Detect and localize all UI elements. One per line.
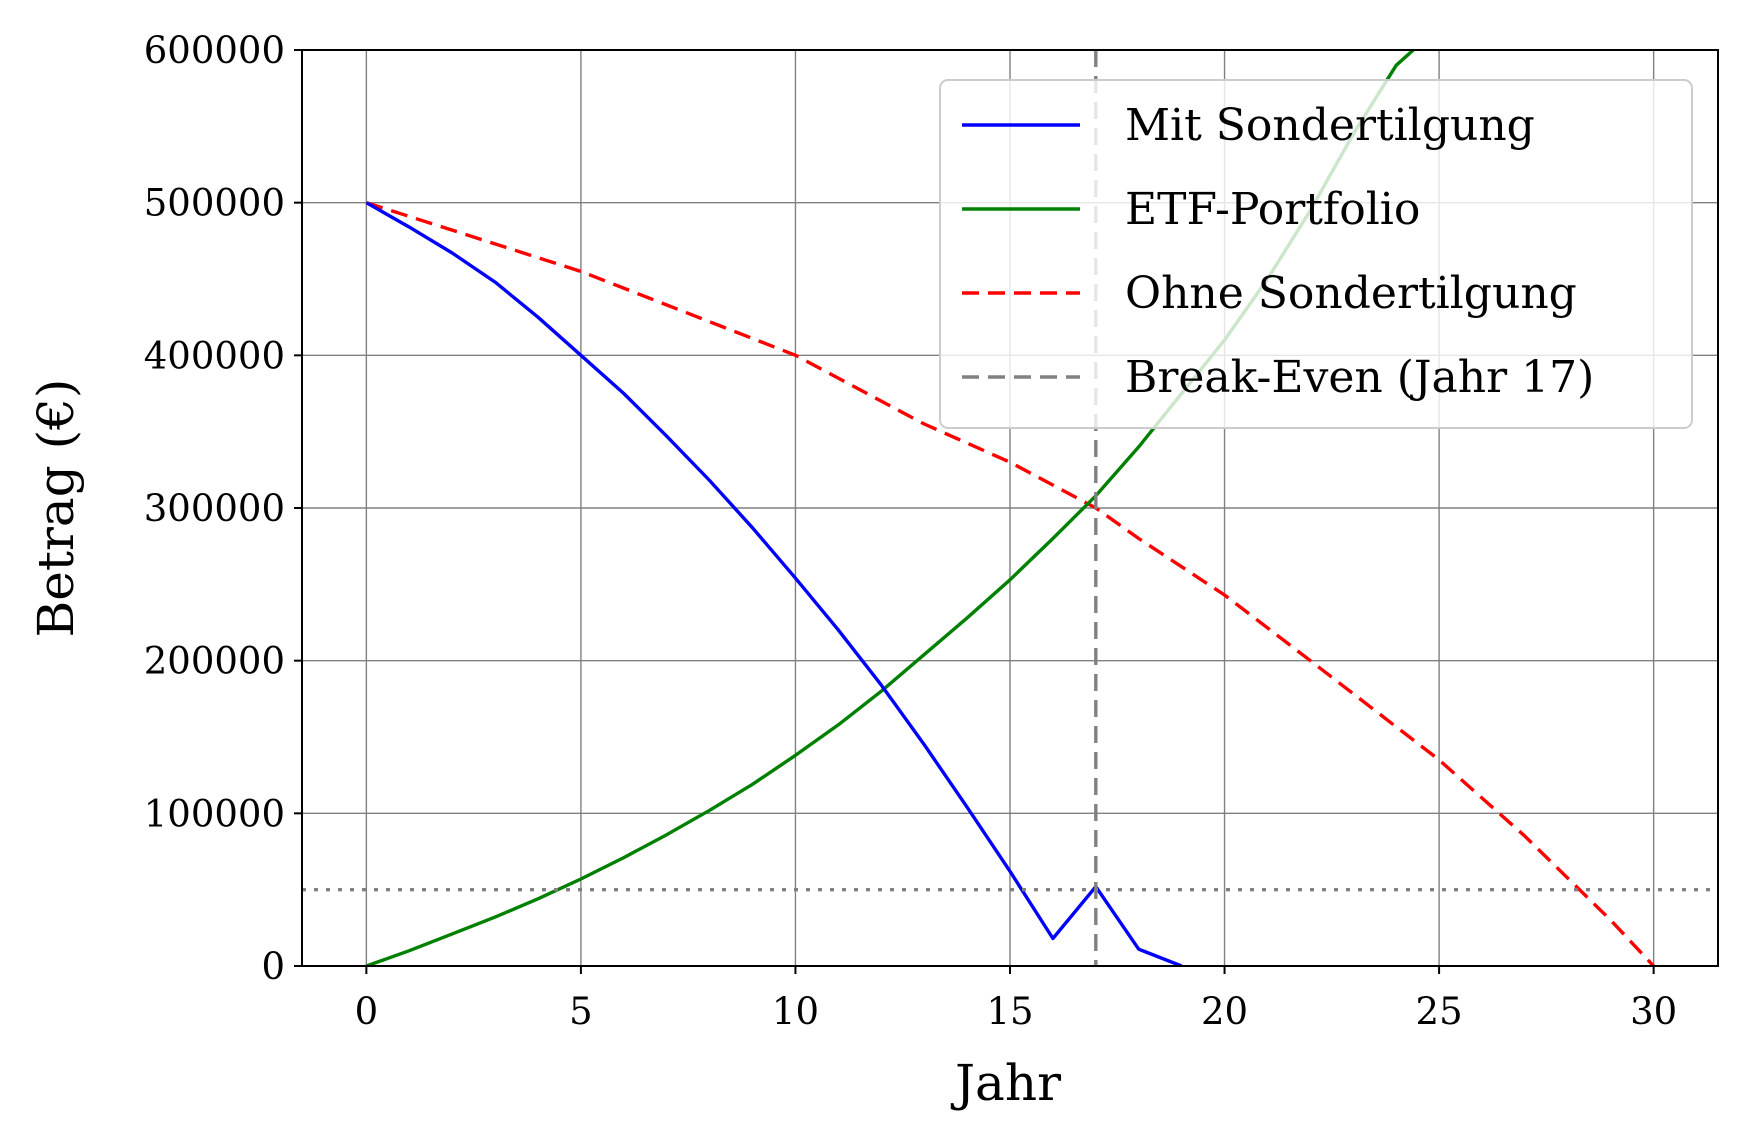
legend-label: Break-Even (Jahr 17) xyxy=(1125,352,1594,403)
y-tick-label: 600000 xyxy=(144,29,285,72)
x-tick-label: 30 xyxy=(1630,990,1677,1033)
y-tick-label: 300000 xyxy=(144,487,285,530)
legend-label: ETF-Portfolio xyxy=(1125,184,1420,235)
series-line-ohne-sondertilgung xyxy=(365,201,1655,966)
legend-box xyxy=(939,79,1693,429)
x-axis-label: Jahr xyxy=(950,1054,1061,1112)
x-tick-label: 0 xyxy=(355,990,379,1033)
legend-label: Mit Sondertilgung xyxy=(1125,100,1535,151)
legend: Mit Sondertilgung ETF-Portfolio Ohne Sonde… xyxy=(939,79,1693,429)
y-tick-label: 100000 xyxy=(144,792,285,835)
x-tick-label: 15 xyxy=(986,990,1033,1033)
x-tick-label: 5 xyxy=(569,990,593,1033)
reference-lines xyxy=(302,50,1718,966)
x-tick-label: 20 xyxy=(1201,990,1248,1033)
x-tick-label: 10 xyxy=(772,990,819,1033)
y-tick-label: 200000 xyxy=(144,640,285,683)
y-tick-label: 500000 xyxy=(144,182,285,225)
y-tick-label: 0 xyxy=(261,945,285,988)
series-line-mit-sondertilgung xyxy=(365,201,1183,966)
legend-label: Ohne Sondertilgung xyxy=(1125,268,1577,319)
y-axis-label: Betrag (€) xyxy=(27,379,85,638)
y-tick-label: 400000 xyxy=(144,334,285,377)
x-tick-label: 25 xyxy=(1416,990,1463,1033)
ticks: 0 5 10 15 20 25 30 0 100000 200000 300000 400000 500… xyxy=(144,29,1677,1033)
